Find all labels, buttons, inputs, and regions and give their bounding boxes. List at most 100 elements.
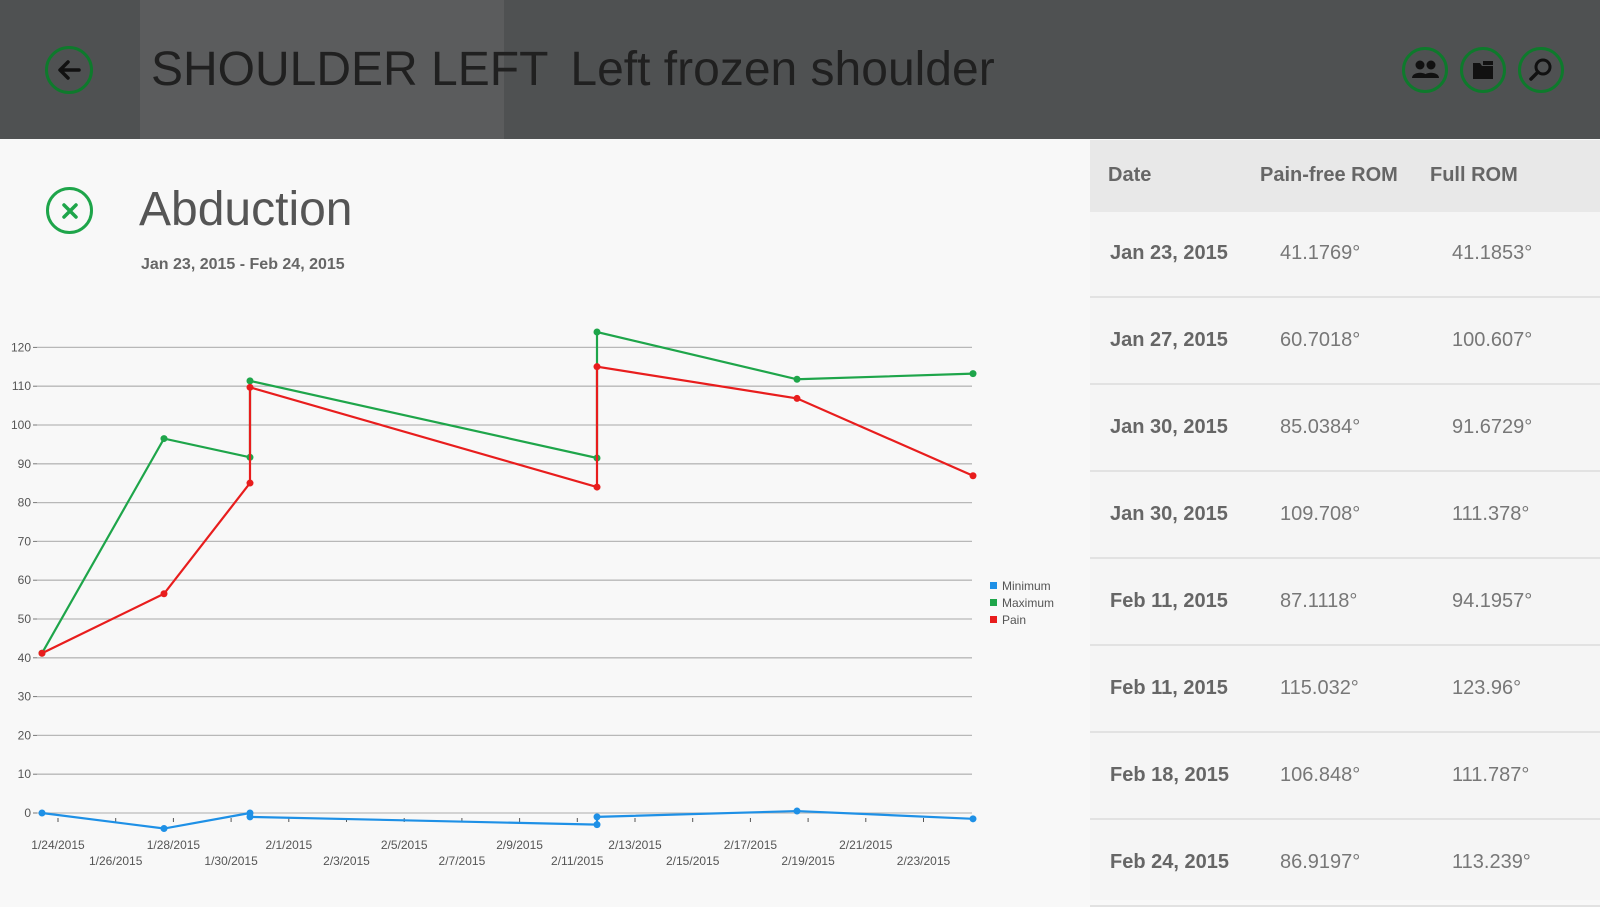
row-painfree-rom: 86.9197° — [1280, 851, 1361, 873]
legend-label-minimum: Minimum — [1002, 578, 1051, 593]
date-range: Jan 23, 2015 - Feb 24, 2015 — [141, 256, 345, 273]
row-painfree-rom: 115.032° — [1280, 677, 1359, 699]
data-point-minimum — [793, 807, 801, 815]
close-button[interactable] — [46, 187, 93, 234]
row-painfree-rom: 85.0384° — [1280, 416, 1361, 438]
data-point-minimum — [593, 821, 601, 829]
table-row[interactable]: Jan 27, 2015 60.7018° 100.607° — [1090, 299, 1600, 385]
data-point-pain — [593, 363, 601, 371]
row-full-rom: 111.787° — [1452, 764, 1530, 786]
search-button[interactable] — [1518, 47, 1564, 93]
series-line-pain — [41, 365, 974, 655]
row-painfree-rom: 109.708° — [1280, 503, 1361, 525]
data-point-minimum — [38, 809, 46, 817]
data-point-minimum — [593, 813, 601, 821]
data-point-maximum — [160, 435, 168, 443]
patients-button[interactable] — [1402, 47, 1448, 93]
y-tick-label: 40 — [18, 651, 32, 665]
row-full-rom: 123.96° — [1452, 677, 1522, 699]
back-button[interactable] — [45, 46, 93, 94]
row-full-rom: 41.1853° — [1452, 242, 1533, 264]
y-tick-label: 30 — [18, 690, 32, 704]
folder-button[interactable] — [1460, 47, 1506, 93]
y-tick-label: 60 — [18, 573, 32, 587]
measurements-table: Date Pain-free ROM Full ROM Jan 23, 2015… — [1090, 140, 1600, 907]
data-point-maximum — [793, 375, 801, 383]
close-icon — [61, 202, 78, 219]
row-painfree-rom: 60.7018° — [1280, 329, 1361, 351]
row-date: Jan 30, 2015 — [1110, 503, 1228, 525]
row-full-rom: 113.239° — [1452, 851, 1531, 873]
row-date: Feb 24, 2015 — [1110, 851, 1229, 873]
y-tick-label: 80 — [18, 496, 32, 510]
row-full-rom: 94.1957° — [1452, 590, 1533, 612]
row-painfree-rom: 106.848° — [1280, 764, 1361, 786]
data-point-minimum — [969, 815, 977, 823]
arrow-left-icon — [58, 60, 81, 80]
data-point-pain — [793, 394, 801, 402]
y-tick-label: 100 — [11, 418, 31, 432]
data-point-pain — [246, 383, 254, 391]
column-header-full-rom[interactable]: Full ROM — [1430, 164, 1518, 186]
row-date: Jan 27, 2015 — [1110, 329, 1228, 351]
legend-item-maximum: Maximum — [990, 594, 1054, 611]
data-point-minimum — [246, 813, 254, 821]
row-full-rom: 91.6729° — [1452, 416, 1533, 438]
column-header-painfree-rom[interactable]: Pain-free ROM — [1260, 164, 1398, 186]
x-tick-label: 2/5/2015 — [381, 838, 428, 852]
row-painfree-rom: 87.1118° — [1280, 590, 1358, 612]
y-tick-label: 110 — [12, 379, 31, 393]
y-tick-label: 0 — [24, 806, 31, 820]
y-tick-label: 70 — [18, 534, 32, 548]
body-part-title: SHOULDER LEFT — [151, 43, 549, 96]
data-point-maximum — [969, 370, 977, 378]
table-row[interactable]: Feb 11, 2015 115.032° 123.96° — [1090, 647, 1600, 733]
app-header: SHOULDER LEFT Left frozen shoulder — [0, 0, 1600, 139]
series-line-minimum — [41, 809, 974, 830]
x-tick-label: 2/17/2015 — [724, 838, 778, 852]
table-row[interactable]: Jan 23, 2015 41.1769° 41.1853° — [1090, 212, 1600, 298]
y-tick-label: 50 — [18, 612, 32, 626]
diagnosis-title: Left frozen shoulder — [570, 43, 995, 96]
data-point-pain — [246, 479, 254, 487]
row-date: Jan 30, 2015 — [1110, 416, 1228, 438]
x-tick-label: 2/11/2015 — [551, 854, 604, 868]
table-row[interactable]: Jan 30, 2015 85.0384° 91.6729° — [1090, 386, 1600, 472]
x-tick-label: 2/13/2015 — [608, 838, 662, 852]
row-date: Feb 11, 2015 — [1110, 677, 1228, 699]
x-tick-label: 2/1/2015 — [265, 838, 312, 852]
x-tick-label: 2/3/2015 — [323, 854, 370, 868]
table-row[interactable]: Jan 30, 2015 109.708° 111.378° — [1090, 473, 1600, 559]
x-tick-label: 1/24/2015 — [31, 838, 85, 852]
column-header-date[interactable]: Date — [1108, 164, 1152, 186]
row-date: Feb 18, 2015 — [1110, 764, 1229, 786]
x-tick-label: 1/28/2015 — [147, 838, 201, 852]
x-tick-label: 1/26/2015 — [89, 854, 143, 868]
table-row[interactable]: Feb 11, 2015 87.1118° 94.1957° — [1090, 560, 1600, 646]
chart-legend: Minimum Maximum Pain — [990, 577, 1054, 628]
x-tick-label: 2/19/2015 — [781, 854, 835, 868]
folder-icon — [1473, 61, 1493, 79]
y-tick-label: 10 — [18, 767, 32, 781]
row-full-rom: 111.378° — [1452, 503, 1530, 525]
people-icon — [1412, 60, 1439, 78]
legend-swatch-minimum — [990, 582, 997, 589]
table-header: Date Pain-free ROM Full ROM — [1090, 140, 1600, 212]
data-point-pain — [969, 472, 977, 480]
row-date: Jan 23, 2015 — [1110, 242, 1228, 264]
rom-line-chart: 0 10 20 30 40 50 60 70 80 90 100 110 120 1/24/2015 1/2… — [11, 328, 977, 868]
data-point-minimum — [160, 825, 168, 833]
row-date: Feb 11, 2015 — [1110, 590, 1228, 612]
data-point-pain — [38, 649, 46, 657]
y-tick-label: 90 — [18, 457, 32, 471]
legend-swatch-maximum — [990, 599, 997, 606]
data-point-maximum — [593, 328, 601, 336]
row-full-rom: 100.607° — [1452, 329, 1533, 351]
y-tick-label: 20 — [18, 728, 32, 742]
legend-label-pain: Pain — [1002, 612, 1027, 627]
page-title: SHOULDER LEFT Left frozen shoulder — [151, 40, 995, 100]
table-row[interactable]: Feb 24, 2015 86.9197° 113.239° — [1090, 821, 1600, 907]
table-row[interactable]: Feb 18, 2015 106.848° 111.787° — [1090, 734, 1600, 820]
data-point-maximum — [246, 377, 254, 385]
data-point-pain — [593, 483, 601, 491]
